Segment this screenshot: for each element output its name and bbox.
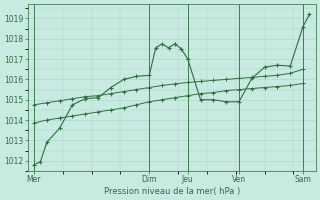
- X-axis label: Pression niveau de la mer( hPa ): Pression niveau de la mer( hPa ): [104, 187, 240, 196]
